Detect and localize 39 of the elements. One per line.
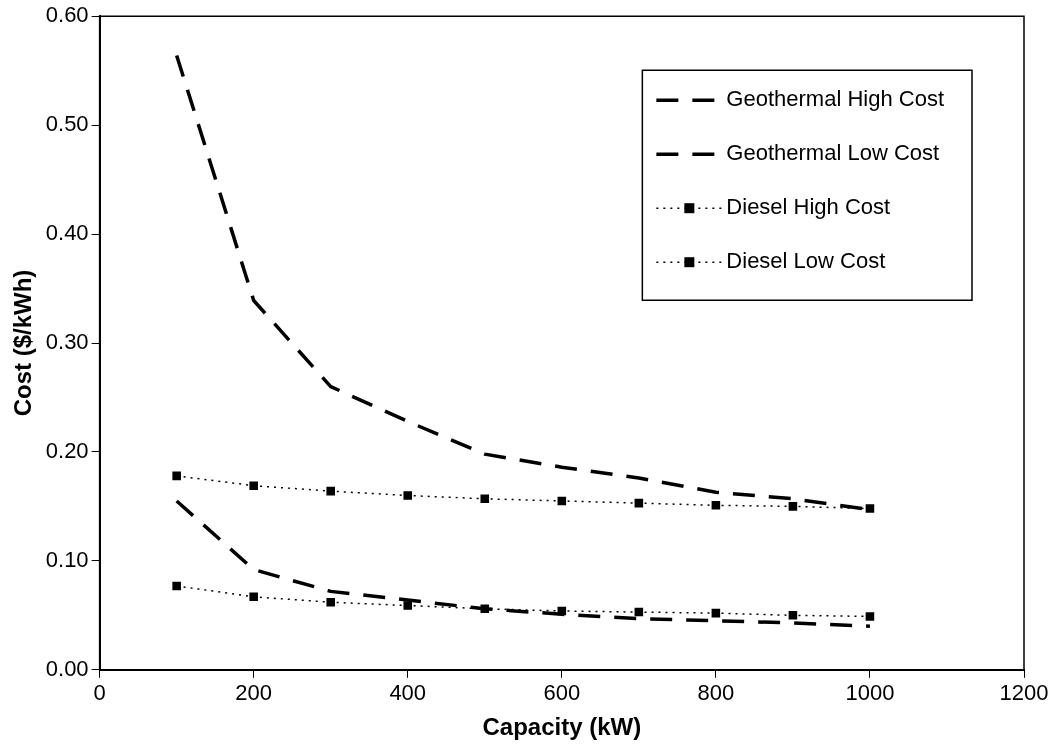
point [403, 491, 413, 500]
point [172, 581, 181, 591]
y-tick-label: 0.30 [45, 329, 89, 355]
x-tick-label: 400 [389, 680, 427, 706]
legend-label: Diesel High Cost [726, 194, 891, 220]
x-tick-label: 200 [235, 680, 273, 706]
y-tick-label: 0.60 [45, 2, 89, 28]
legend-label: Diesel Low Cost [726, 248, 886, 274]
point [711, 501, 721, 510]
point [249, 592, 258, 602]
point [788, 502, 798, 511]
point [326, 486, 335, 496]
y-tick-label: 0.50 [45, 111, 89, 137]
y-tick-label: 0.00 [45, 655, 89, 681]
x-tick-label: 800 [697, 680, 735, 706]
legend-label: Geothermal Low Cost [726, 140, 940, 166]
point [865, 612, 875, 621]
y-tick-label: 0.40 [45, 220, 89, 246]
point [326, 597, 335, 607]
legend-label: Geothermal High Cost [726, 86, 945, 112]
point [634, 607, 644, 617]
point [634, 498, 644, 508]
y-axis-title: Cost ($/kWh) [9, 269, 37, 417]
point [172, 471, 181, 481]
x-tick-label: 1000 [845, 680, 895, 706]
y-tick-label: 0.20 [45, 438, 89, 463]
x-tick-label: 0 [93, 680, 106, 706]
point [865, 504, 875, 513]
point [557, 496, 567, 506]
y-tick-label: 0.10 [45, 546, 89, 572]
point [480, 494, 490, 504]
x-tick-label: 1200 [999, 680, 1049, 706]
x-tick-label: 600 [543, 680, 581, 706]
line-series [174, 499, 872, 628]
point [249, 481, 258, 490]
point [403, 601, 413, 610]
point [788, 611, 798, 620]
point [711, 608, 721, 618]
x-axis-title: Capacity (kW) [482, 713, 642, 741]
